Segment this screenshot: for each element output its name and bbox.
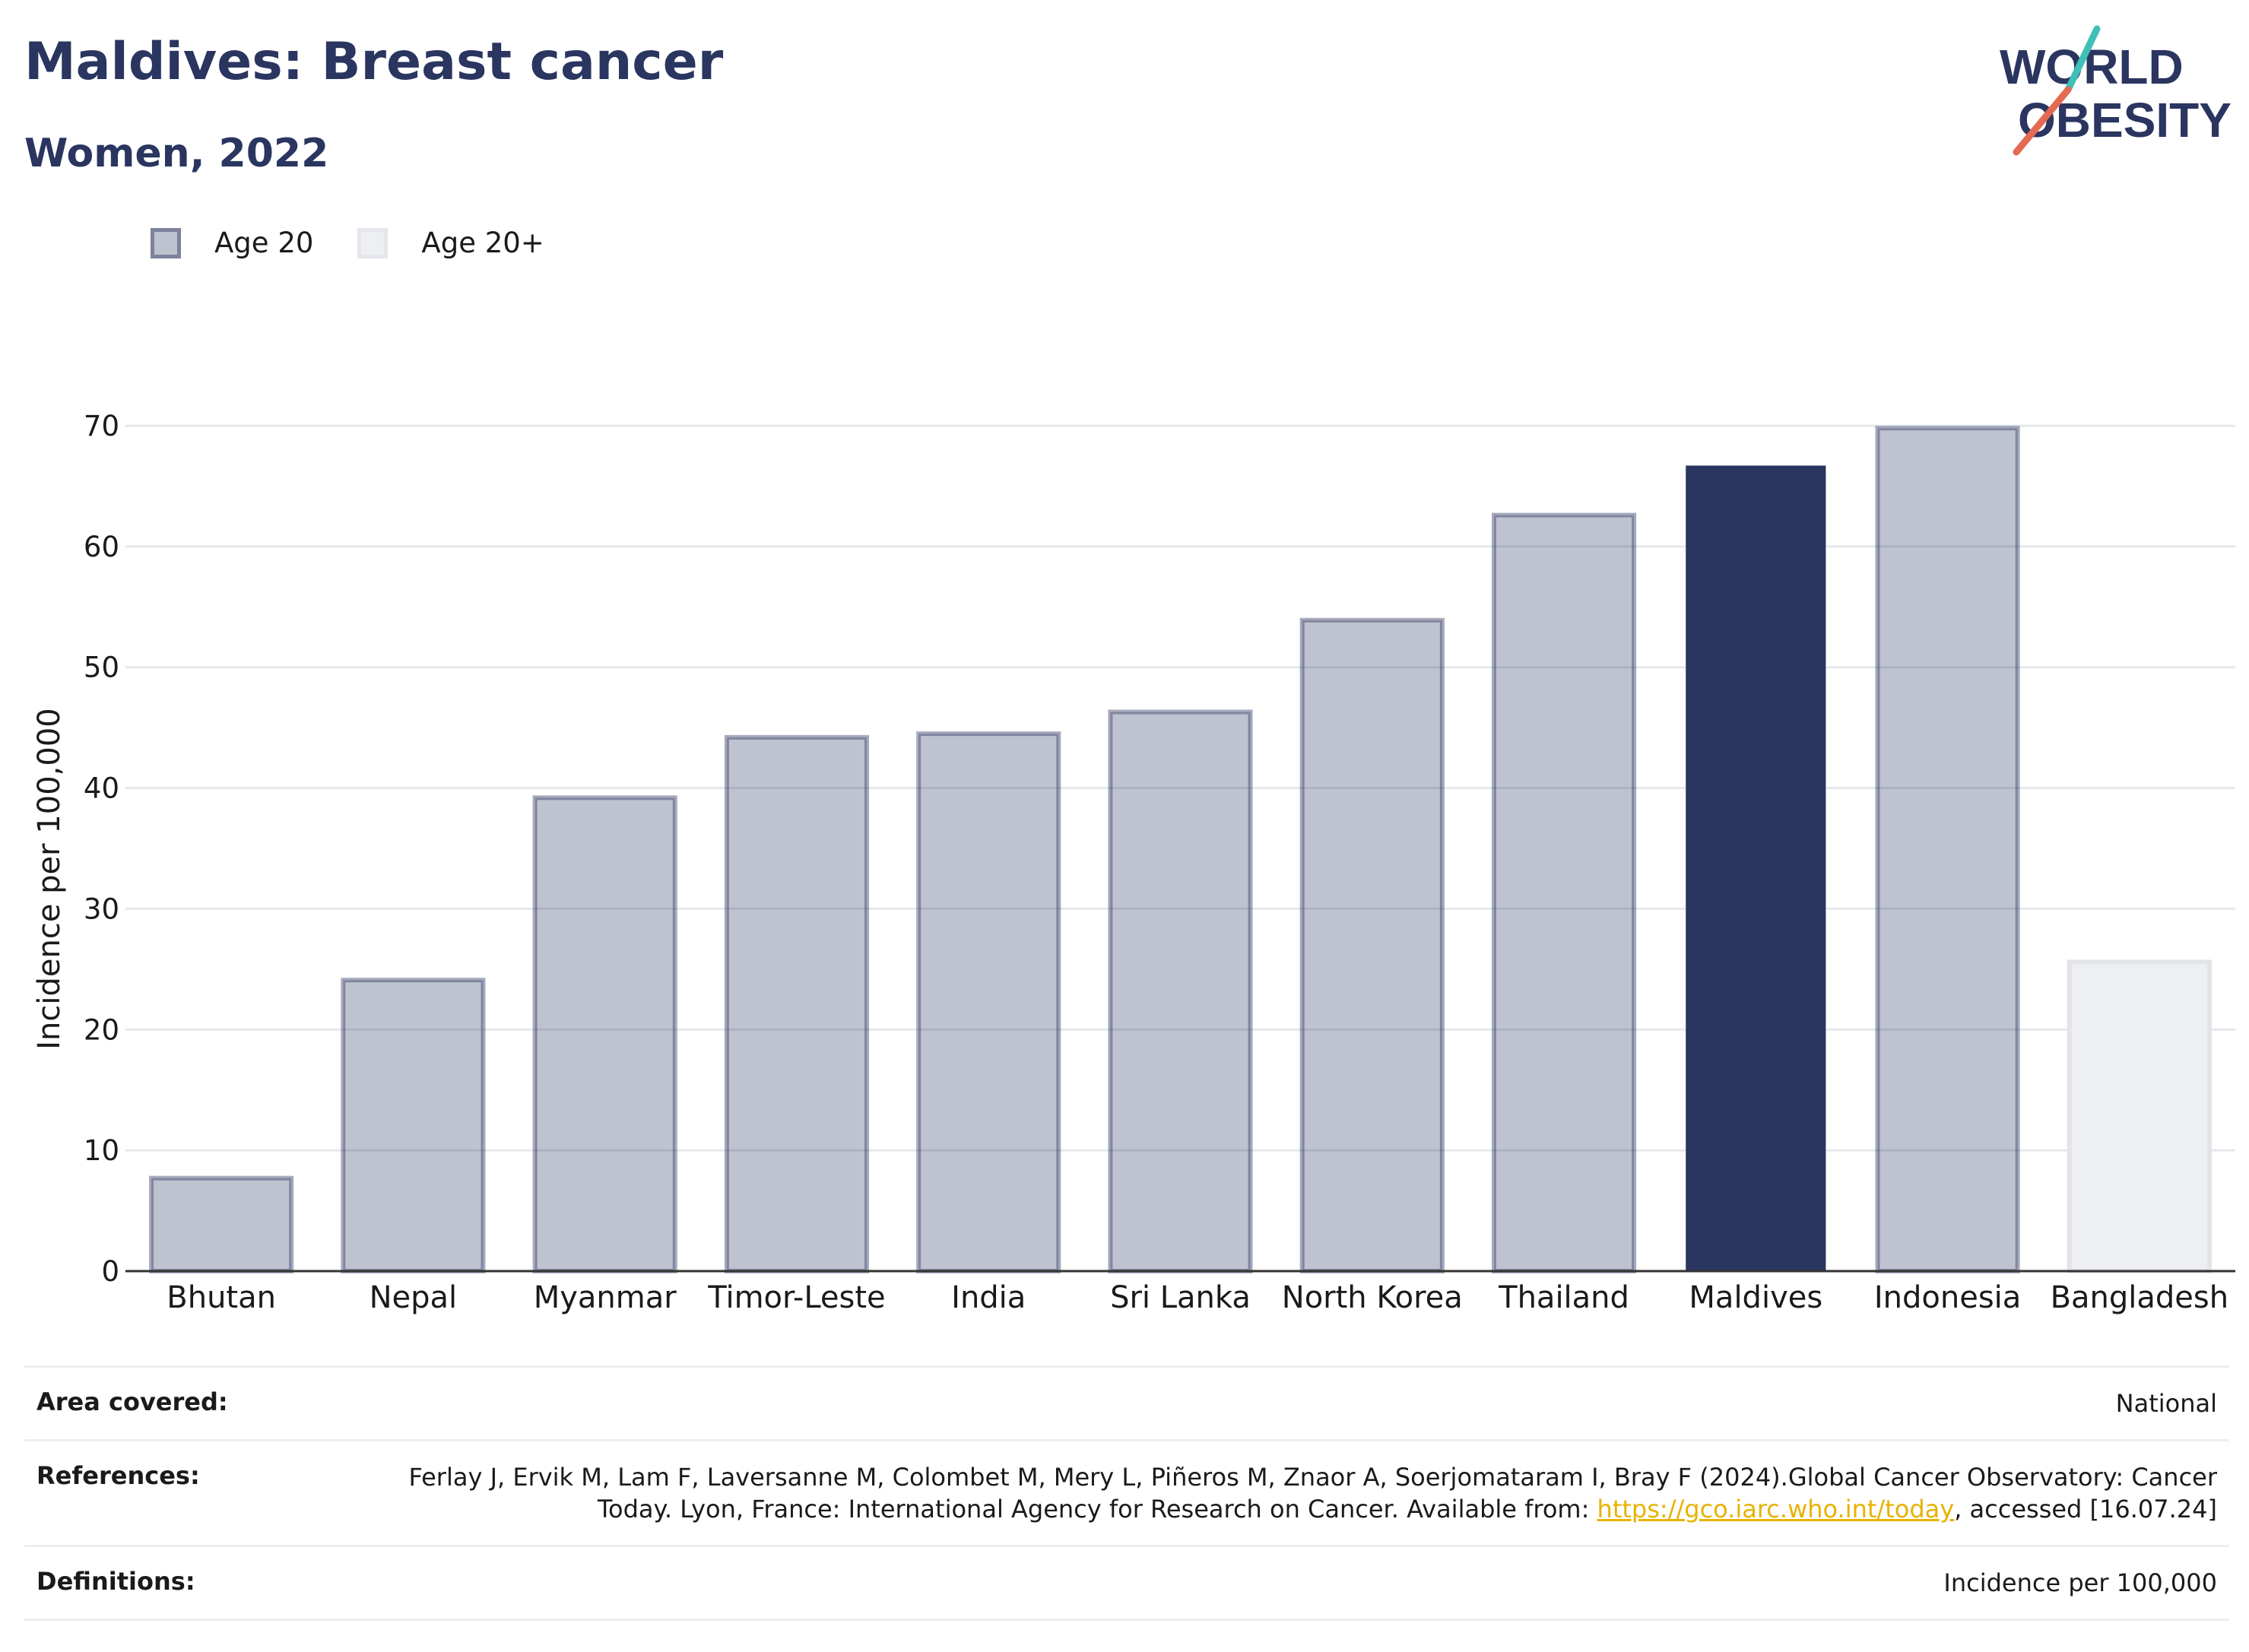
y-tick-label: 0: [101, 1255, 119, 1288]
legend-item-age20plus[interactable]: Age 20+: [357, 227, 544, 259]
x-tick-label: North Korea: [1282, 1280, 1463, 1315]
y-tick-label: 70: [84, 410, 119, 442]
x-tick-label: India: [951, 1280, 1026, 1315]
x-tick-label: Bhutan: [167, 1280, 276, 1315]
y-tick-label: 20: [84, 1013, 119, 1046]
bar-bhutan[interactable]: [149, 1175, 294, 1274]
x-tick-label: Timor-Leste: [707, 1280, 885, 1315]
definitions-label: Definitions:: [36, 1567, 195, 1596]
info-row-area: Area covered: National: [24, 1365, 2229, 1439]
logo-line2: OBESITY: [2018, 93, 2232, 147]
legend-label-age20plus: Age 20+: [421, 227, 544, 259]
bar-nepal[interactable]: [341, 978, 486, 1273]
x-tick-label: Maldives: [1689, 1280, 1822, 1315]
bar-thailand[interactable]: [1491, 512, 1637, 1273]
info-row-references: References: Ferlay J, Ervik M, Lam F, La…: [24, 1439, 2229, 1545]
bar-india[interactable]: [916, 731, 1061, 1273]
references-tail: , accessed [16.07.24]: [1954, 1495, 2217, 1524]
y-tick-label: 30: [84, 893, 119, 925]
x-tick-label: Thailand: [1498, 1280, 1629, 1315]
info-table: Area covered: National References: Ferla…: [24, 1365, 2229, 1621]
legend-item-age20[interactable]: Age 20: [151, 227, 313, 259]
bar-maldives[interactable]: [1686, 465, 1826, 1271]
x-tick-label: Sri Lanka: [1110, 1280, 1251, 1315]
bar-timor-leste[interactable]: [724, 734, 870, 1273]
references-label: References:: [36, 1461, 200, 1490]
y-axis-ticks: 0 10 20 30 40 50 60 70: [84, 410, 119, 1288]
bar-chart: 0 10 20 30 40 50 60 70 Bhutan Nepal Myanmar Timor-…: [32, 410, 2235, 1315]
logo-slash-teal: [2064, 25, 2101, 94]
x-tick-label: Bangladesh: [2051, 1280, 2229, 1315]
y-axis-label: Incidence per 100,000: [32, 708, 67, 1050]
bar-bangladesh[interactable]: [2067, 959, 2212, 1273]
bars: [149, 426, 2212, 1274]
y-tick-label: 50: [84, 652, 119, 684]
legend-swatch-age20plus: [357, 227, 389, 258]
x-tick-label: Nepal: [370, 1280, 458, 1315]
y-tick-label: 40: [84, 772, 119, 805]
references-link[interactable]: https://gco.iarc.who.int/today: [1597, 1495, 1955, 1524]
chart-title: Maldives: Breast cancer: [24, 32, 724, 92]
world-obesity-logo: WORLD OBESITY: [2000, 25, 2232, 156]
legend-swatch-age20: [151, 227, 181, 258]
bar-myanmar[interactable]: [532, 795, 677, 1273]
gridlines: [125, 424, 2235, 1152]
logo-line1: WORLD: [2000, 40, 2184, 94]
references-value: Ferlay J, Ervik M, Lam F, Laversanne M, …: [408, 1461, 2217, 1525]
definitions-value: Incidence per 100,000: [1943, 1568, 2217, 1597]
x-tick-label: Indonesia: [1874, 1280, 2021, 1315]
info-row-definitions: Definitions: Incidence per 100,000: [24, 1545, 2229, 1621]
y-tick-label: 10: [84, 1134, 119, 1167]
y-tick-label: 60: [84, 531, 119, 563]
bar-indonesia[interactable]: [1875, 426, 2020, 1273]
x-axis-ticks: Bhutan Nepal Myanmar Timor-Leste India Sri La…: [167, 1280, 2228, 1315]
legend: Age 20 Age 20+: [151, 227, 588, 259]
x-tick-label: Myanmar: [534, 1280, 677, 1315]
bar-sri-lanka[interactable]: [1108, 709, 1253, 1273]
chart-subtitle: Women, 2022: [24, 131, 329, 176]
area-value: National: [2115, 1389, 2217, 1418]
bar-north-korea[interactable]: [1299, 617, 1445, 1273]
logo-slash-coral: [2013, 86, 2072, 156]
legend-label-age20: Age 20: [214, 227, 314, 259]
area-label: Area covered:: [36, 1387, 228, 1416]
references-text: Ferlay J, Ervik M, Lam F, Laversanne M, …: [408, 1463, 2217, 1524]
